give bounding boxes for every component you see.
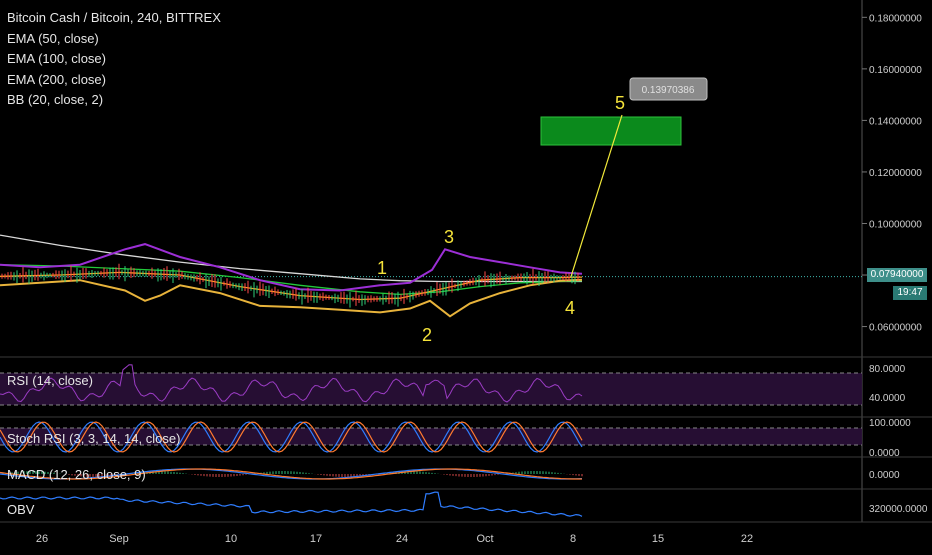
obv-tick-label: 320000.0000 — [869, 504, 928, 515]
series-line — [0, 271, 583, 301]
y-tick-label: 0.18000000 — [869, 13, 922, 24]
rsi-line — [0, 364, 583, 403]
macd-signal-line — [0, 468, 582, 480]
y-tick-label: 0.16000000 — [869, 65, 922, 76]
wave-label: 2 — [422, 325, 432, 345]
wave-label: 1 — [377, 258, 387, 278]
y-tick-label: 0.12000000 — [869, 168, 922, 179]
indicator-label[interactable]: EMA (200, close) — [7, 71, 106, 87]
stoch-tick-label: 100.0000 — [869, 418, 911, 429]
rsi-tick-label: 80.0000 — [869, 364, 906, 375]
macd-line — [0, 468, 583, 480]
target-zone — [540, 116, 682, 146]
series-line — [0, 243, 583, 292]
wave-label: 3 — [444, 227, 454, 247]
x-tick-label: 10 — [225, 533, 237, 545]
projection-line — [570, 114, 623, 277]
stoch-d-line — [0, 421, 583, 453]
y-tick-label: 0.06000000 — [869, 323, 922, 334]
rsi-label[interactable]: RSI (14, close) — [7, 373, 93, 388]
indicator-label[interactable]: EMA (100, close) — [7, 51, 106, 66]
x-tick-label: 15 — [652, 533, 664, 545]
y-tick-label: 0.10000000 — [869, 219, 922, 230]
countdown-tag: 19:47 — [893, 286, 927, 300]
x-tick-label: 8 — [570, 533, 576, 545]
last-price-tag: 0.07940000 — [867, 268, 927, 282]
x-tick-label: 24 — [396, 533, 408, 545]
rsi-band — [0, 373, 862, 405]
target-callout — [629, 77, 708, 101]
stoch-k-line — [0, 421, 583, 453]
x-tick-label: Sep — [109, 533, 129, 545]
wave-label: 4 — [565, 298, 575, 318]
chart-legend: Bitcoin Cash / Bitcoin, 240, BITTREX EMA… — [7, 8, 221, 111]
series-line — [0, 278, 583, 318]
x-tick-label: 17 — [310, 533, 322, 545]
indicator-label[interactable]: BB (20, close, 2) — [7, 92, 104, 107]
rsi-tick-label: 40.0000 — [869, 393, 906, 404]
stoch-tick-label: 0.0000 — [869, 448, 900, 459]
stoch-rsi-label[interactable]: Stoch RSI (3, 3, 14, 14, close) — [7, 431, 181, 446]
chart-title[interactable]: Bitcoin Cash / Bitcoin, 240, BITTREX — [7, 10, 221, 25]
target-callout-label: 0.13970386 — [642, 85, 695, 96]
x-tick-label: 22 — [741, 533, 753, 545]
y-tick-label: 0.14000000 — [869, 116, 922, 127]
macd-tick-label: 0.0000 — [869, 470, 900, 481]
x-tick-label: 26 — [36, 533, 48, 545]
obv-line — [0, 491, 583, 517]
series-line — [0, 264, 583, 296]
indicator-label[interactable]: EMA (50, close) — [7, 30, 99, 46]
series-line — [0, 234, 582, 283]
wave-label: 5 — [615, 93, 625, 113]
obv-label[interactable]: OBV — [7, 502, 35, 517]
x-tick-label: Oct — [476, 533, 493, 545]
macd-label[interactable]: MACD (12, 26, close, 9) — [7, 467, 146, 482]
